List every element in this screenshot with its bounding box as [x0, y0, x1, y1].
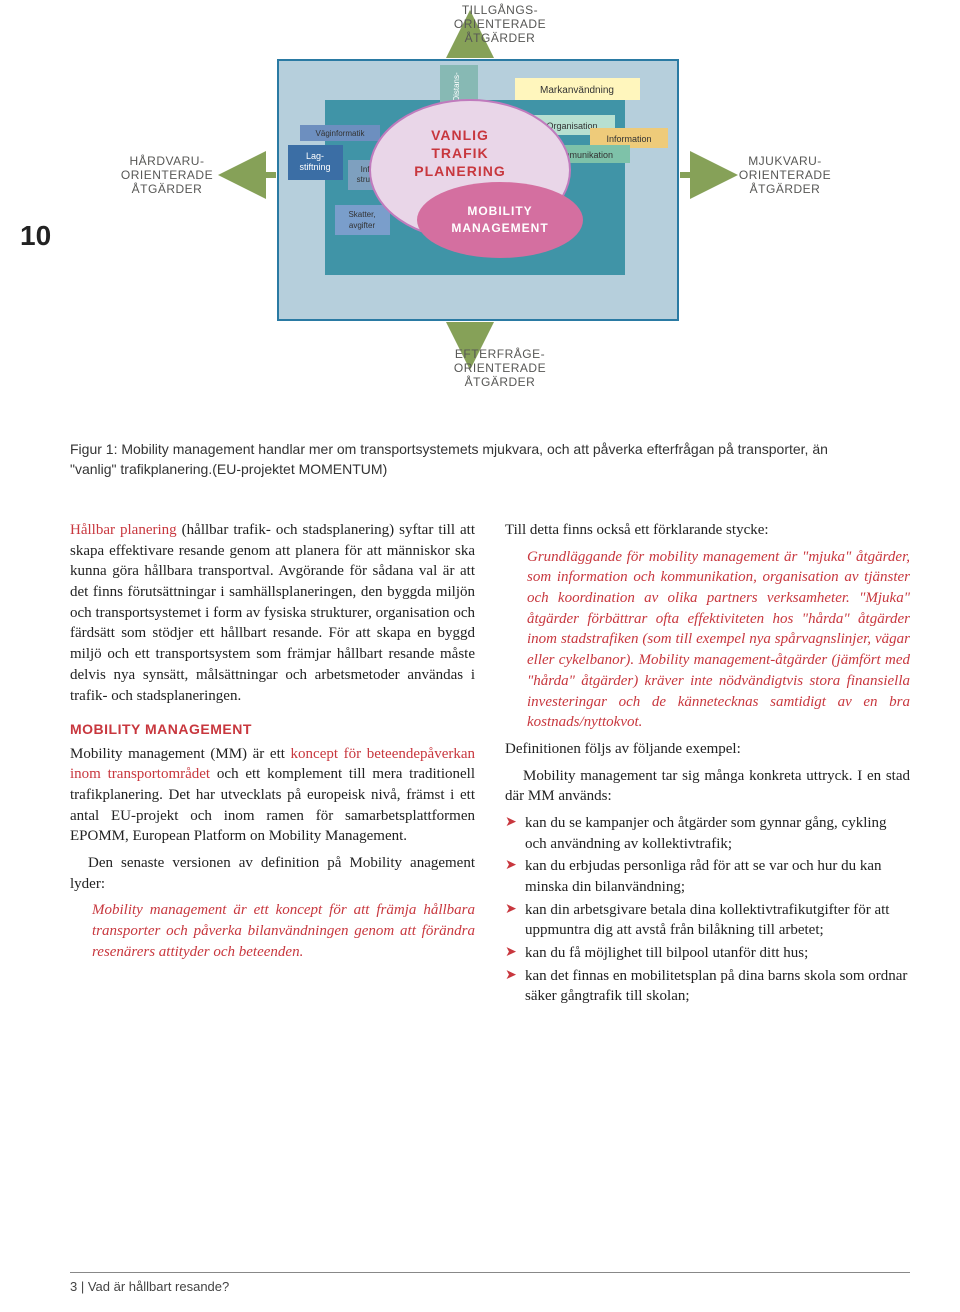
body-columns: Hållbar planering (hållbar trafik- och s… — [70, 520, 910, 1009]
lead-hallbar: Hållbar planering — [70, 522, 177, 538]
list-item: kan det finnas en mobilitetsplan på dina… — [505, 966, 910, 1007]
page-number: 10 — [20, 220, 51, 252]
svg-text:Väginformatik: Väginformatik — [316, 129, 366, 138]
para-mm-def: Mobility management (MM) är ett koncept … — [70, 744, 475, 847]
heading-mm: MOBILITY MANAGEMENT — [70, 720, 475, 739]
axis-top: TILLGÅNGS- ORIENTERADE ÅTGÄRDER — [430, 4, 570, 45]
figure-caption: Figur 1: Mobility management handlar mer… — [70, 440, 870, 479]
svg-text:Skatter,: Skatter, — [348, 210, 375, 219]
axis-right: MJUKVARU- ORIENTERADE ÅTGÄRDER — [730, 155, 840, 196]
svg-text:Markanvändning: Markanvändning — [540, 85, 614, 96]
svg-text:TRAFIK: TRAFIK — [431, 145, 488, 161]
para-hallbar: Hållbar planering (hållbar trafik- och s… — [70, 520, 475, 706]
left-column: Hållbar planering (hållbar trafik- och s… — [70, 520, 475, 1009]
page-footer: 3 | Vad är hållbart resande? — [70, 1272, 910, 1294]
svg-text:VANLIG: VANLIG — [431, 127, 489, 143]
svg-text:PLANERING: PLANERING — [414, 163, 505, 179]
list-item: kan du se kampanjer och åtgärder som gyn… — [505, 813, 910, 854]
para-forklarande: Till detta finns också ett förklarande s… — [505, 520, 910, 541]
svg-text:MANAGEMENT: MANAGEMENT — [451, 221, 548, 235]
svg-text:Information: Information — [606, 134, 651, 144]
axis-bottom: EFTERFRÅGE- ORIENTERADE ÅTGÄRDER — [430, 348, 570, 389]
svg-text:Organisation: Organisation — [546, 121, 597, 131]
svg-text:stiftning: stiftning — [299, 162, 330, 172]
list-item: kan du erbjudas personliga råd för att s… — [505, 856, 910, 897]
para-mm-version: Den senaste versionen av definition på M… — [70, 853, 475, 894]
para-uttryck: Mobility management tar sig många konkre… — [505, 766, 910, 807]
bullet-list: kan du se kampanjer och åtgärder som gyn… — [505, 813, 910, 1007]
quote-mm: Mobility management är ett koncept för a… — [92, 900, 475, 962]
axis-left: HÅRDVARU- ORIENTERADE ÅTGÄRDER — [112, 155, 222, 196]
list-item: kan din arbetsgivare betala dina kollekt… — [505, 900, 910, 941]
list-item: kan du få möjlighet till bilpool utanför… — [505, 943, 910, 964]
concept-diagram: Lag- stiftning Väginformatik Infra- stru… — [170, 10, 810, 390]
para-def-foljs: Definitionen följs av följande exempel: — [505, 739, 910, 760]
svg-text:MOBILITY: MOBILITY — [467, 204, 532, 218]
svg-text:avgifter: avgifter — [349, 221, 376, 230]
right-column: Till detta finns också ett förklarande s… — [505, 520, 910, 1009]
quote-grundlaggande: Grundläggande för mobility management är… — [527, 547, 910, 733]
box-lag: Lag- — [306, 151, 324, 161]
svg-text:Distans-: Distans- — [452, 72, 461, 102]
